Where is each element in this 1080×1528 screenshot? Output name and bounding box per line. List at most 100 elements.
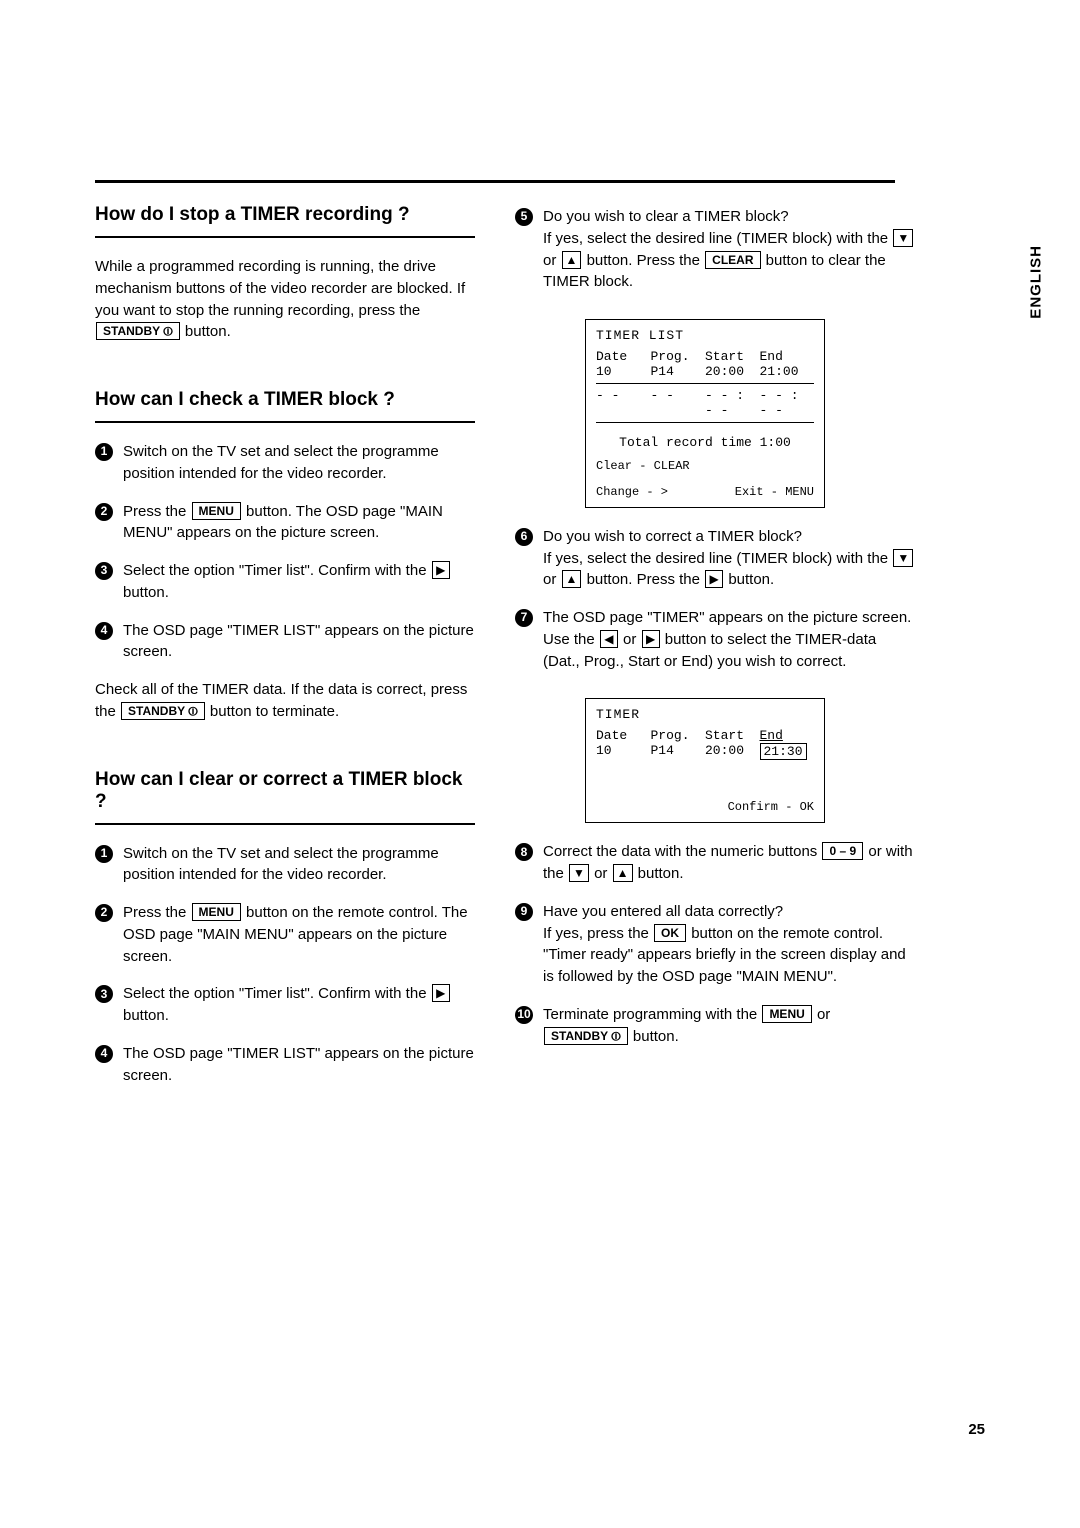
step-4b: 4 The OSD page "TIMER LIST" appears on t…	[95, 1043, 475, 1087]
page-content: How do I stop a TIMER recording ? While …	[95, 180, 985, 1102]
text: Press the	[123, 503, 191, 520]
osd-e: - - : - -	[760, 388, 815, 418]
osd-timer-list: TIMER LIST Date Prog. Start End 10 P14 2…	[585, 319, 825, 508]
text: or	[543, 252, 561, 269]
step-text: Switch on the TV set and select the prog…	[123, 441, 475, 485]
step-10: 10 Terminate programming with the MENU o…	[515, 1004, 915, 1048]
osd-h: Prog.	[651, 728, 706, 743]
text: Correct the data with the numeric button…	[543, 843, 821, 860]
step-3b: 3 Select the option "Timer list". Confir…	[95, 983, 475, 1027]
step-8: 8 Correct the data with the numeric butt…	[515, 841, 915, 885]
step-text: The OSD page "TIMER" appears on the pict…	[543, 607, 915, 672]
osd-h: Prog.	[651, 349, 706, 364]
key-up: ▲	[562, 251, 582, 269]
text: button to terminate.	[206, 703, 339, 720]
osd-d: 20:00	[705, 364, 760, 379]
bullet-3: 3	[95, 985, 113, 1003]
osd-exit: Exit - MENU	[735, 485, 814, 499]
osd-e: - -	[596, 388, 651, 418]
step-text: The OSD page "TIMER LIST" appears on the…	[123, 620, 475, 664]
text: button on the remote control.	[687, 925, 883, 942]
bullet-7: 7	[515, 609, 533, 627]
key-menu: MENU	[192, 502, 241, 520]
text: button. Press the	[582, 571, 704, 588]
key-0-9: 0 – 9	[822, 842, 863, 860]
step-text: Press the MENU button on the remote cont…	[123, 902, 475, 967]
bullet-2: 2	[95, 904, 113, 922]
step-1: 1 Switch on the TV set and select the pr…	[95, 441, 475, 485]
bullet-4: 4	[95, 1045, 113, 1063]
key-right: ▶	[432, 561, 450, 579]
osd-d: P14	[651, 743, 706, 760]
step-6: 6 Do you wish to correct a TIMER block? …	[515, 526, 915, 591]
text: button.	[181, 323, 231, 340]
text: button.	[123, 584, 169, 601]
osd-e: - - : - -	[705, 388, 760, 418]
step-9: 9 Have you entered all data correctly? I…	[515, 901, 915, 988]
step-text: Do you wish to correct a TIMER block? If…	[543, 526, 915, 591]
key-up: ▲	[562, 570, 582, 588]
bullet-3: 3	[95, 562, 113, 580]
osd-title: TIMER LIST	[596, 328, 814, 343]
page-number: 25	[968, 1421, 985, 1438]
osd-data-row: 10 P14 20:00 21:00	[596, 364, 814, 379]
osd-change: Change - >	[596, 485, 668, 499]
section-title-check-timer: How can I check a TIMER block ?	[95, 365, 475, 423]
bullet-9: 9	[515, 903, 533, 921]
key-standby: STANDBY ⏼	[544, 1027, 628, 1045]
text: Use the	[543, 631, 599, 648]
text: Terminate programming with the	[543, 1006, 761, 1023]
key-right: ▶	[705, 570, 723, 588]
step-text: Select the option "Timer list". Confirm …	[123, 983, 475, 1027]
step-4: 4 The OSD page "TIMER LIST" appears on t…	[95, 620, 475, 664]
text: Select the option "Timer list". Confirm …	[123, 562, 431, 579]
text: or	[543, 571, 561, 588]
step-text: Do you wish to clear a TIMER block? If y…	[543, 206, 915, 293]
key-menu: MENU	[762, 1005, 811, 1023]
osd-d: 20:00	[705, 743, 760, 760]
key-ok: OK	[654, 924, 686, 942]
osd-h: End	[760, 728, 815, 743]
para-stop-timer: While a programmed recording is running,…	[95, 256, 475, 343]
text: If yes, select the desired line (TIMER b…	[543, 230, 892, 247]
osd-footer: Change - > Exit - MENU	[596, 485, 814, 499]
osd-d: 21:00	[760, 364, 815, 379]
osd-d-end: 21:30	[760, 743, 815, 760]
bullet-6: 6	[515, 528, 533, 546]
key-right: ▶	[642, 630, 660, 648]
osd-h: End	[760, 349, 815, 364]
text: Do you wish to correct a TIMER block?	[543, 528, 802, 545]
step-7: 7 The OSD page "TIMER" appears on the pi…	[515, 607, 915, 672]
text: If yes, select the desired line (TIMER b…	[543, 550, 892, 567]
osd-title: TIMER	[596, 707, 814, 722]
step-text: Terminate programming with the MENU or S…	[543, 1004, 830, 1048]
key-right: ▶	[432, 984, 450, 1002]
text: Select the option "Timer list". Confirm …	[123, 985, 431, 1002]
text: The OSD page "TIMER" appears on the pict…	[543, 609, 911, 626]
key-standby: STANDBY ⏼	[121, 702, 205, 720]
key-up: ▲	[613, 864, 633, 882]
osd-d: 10	[596, 743, 651, 760]
osd-clear-line: Clear - CLEAR	[596, 458, 814, 475]
key-down: ▼	[893, 229, 913, 247]
section-clear-timer: How can I clear or correct a TIMER block…	[95, 745, 475, 1103]
osd-confirm: Confirm - OK	[596, 800, 814, 814]
bullet-8: 8	[515, 843, 533, 861]
step-text: Select the option "Timer list". Confirm …	[123, 560, 475, 604]
key-left: ◀	[600, 630, 618, 648]
osd-header-row: Date Prog. Start End	[596, 349, 814, 364]
key-menu: MENU	[192, 903, 241, 921]
bullet-10: 10	[515, 1006, 533, 1024]
text: button.	[724, 571, 774, 588]
osd-h: Start	[705, 349, 760, 364]
step-1b: 1 Switch on the TV set and select the pr…	[95, 843, 475, 887]
step-2: 2 Press the MENU button. The OSD page "M…	[95, 501, 475, 545]
text: or	[590, 865, 612, 882]
text: "Timer ready" appears briefly in the scr…	[543, 946, 906, 985]
text: or	[813, 1006, 831, 1023]
section-check-timer: How can I check a TIMER block ? 1 Switch…	[95, 365, 475, 737]
section-title-stop-timer: How do I stop a TIMER recording ?	[95, 180, 475, 238]
step-text: Press the MENU button. The OSD page "MAI…	[123, 501, 475, 545]
text: If yes, press the	[543, 925, 653, 942]
osd-empty-row: - - - - - - : - - - - : - -	[596, 388, 814, 418]
